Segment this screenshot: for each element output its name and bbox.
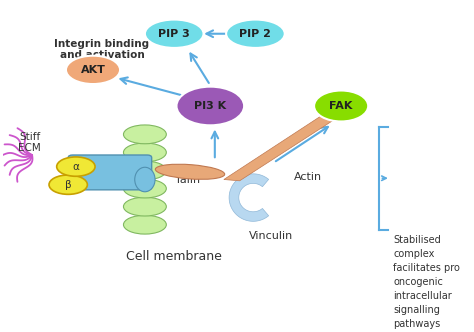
Text: Actin: Actin bbox=[294, 172, 322, 182]
Ellipse shape bbox=[145, 20, 203, 48]
Text: Stabilised
complex
facilitates pro
oncogenic
intracellular
signalling
pathways: Stabilised complex facilitates pro oncog… bbox=[393, 235, 460, 329]
Ellipse shape bbox=[155, 164, 225, 179]
Ellipse shape bbox=[135, 167, 155, 192]
FancyBboxPatch shape bbox=[68, 155, 152, 190]
Ellipse shape bbox=[57, 157, 95, 176]
Text: Stiff
ECM: Stiff ECM bbox=[18, 132, 41, 153]
Text: β: β bbox=[65, 180, 72, 190]
Ellipse shape bbox=[123, 197, 166, 216]
Text: PIP 2: PIP 2 bbox=[239, 29, 272, 39]
Text: α: α bbox=[73, 162, 79, 172]
Text: PIP 3: PIP 3 bbox=[158, 29, 190, 39]
Text: FAK: FAK bbox=[329, 101, 353, 111]
Text: Vinculin: Vinculin bbox=[249, 231, 293, 241]
Ellipse shape bbox=[49, 175, 87, 194]
Ellipse shape bbox=[123, 179, 166, 198]
Ellipse shape bbox=[123, 125, 166, 144]
Polygon shape bbox=[229, 174, 269, 221]
Ellipse shape bbox=[123, 161, 166, 180]
Ellipse shape bbox=[226, 20, 285, 48]
Text: Integrin binding
and activation: Integrin binding and activation bbox=[55, 39, 150, 60]
Text: Talin: Talin bbox=[175, 175, 201, 185]
Ellipse shape bbox=[123, 215, 166, 234]
Text: PI3 K: PI3 K bbox=[194, 101, 227, 111]
Text: Cell membrane: Cell membrane bbox=[126, 250, 222, 264]
Ellipse shape bbox=[176, 87, 244, 125]
Ellipse shape bbox=[66, 56, 120, 84]
Polygon shape bbox=[224, 112, 343, 181]
Ellipse shape bbox=[123, 143, 166, 162]
Text: AKT: AKT bbox=[81, 65, 105, 75]
Ellipse shape bbox=[314, 91, 368, 122]
